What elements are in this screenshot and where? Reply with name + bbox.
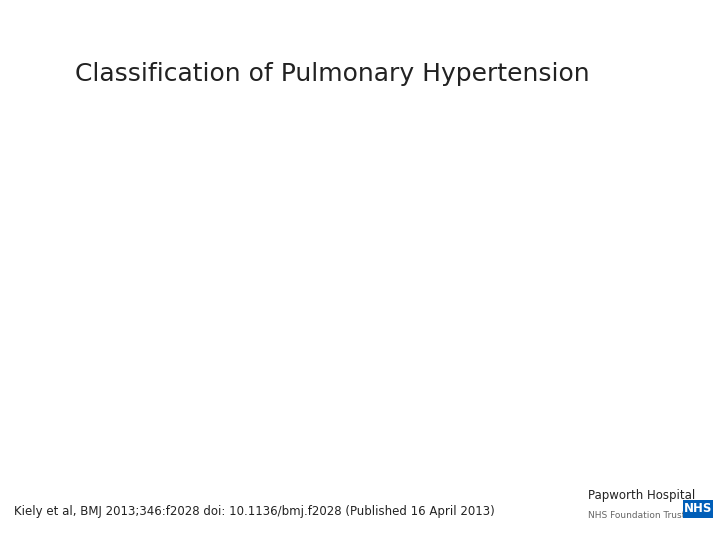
- Text: Papworth Hospital: Papworth Hospital: [588, 489, 696, 502]
- Text: Kiely et al, BMJ 2013;346:f2028 doi: 10.1136/bmj.f2028 (Published 16 April 2013): Kiely et al, BMJ 2013;346:f2028 doi: 10.…: [14, 505, 495, 518]
- Text: Classification of Pulmonary Hypertension: Classification of Pulmonary Hypertension: [75, 62, 590, 86]
- Text: NHS Foundation Trust: NHS Foundation Trust: [588, 511, 685, 520]
- FancyBboxPatch shape: [683, 500, 713, 518]
- Text: NHS: NHS: [684, 503, 712, 516]
